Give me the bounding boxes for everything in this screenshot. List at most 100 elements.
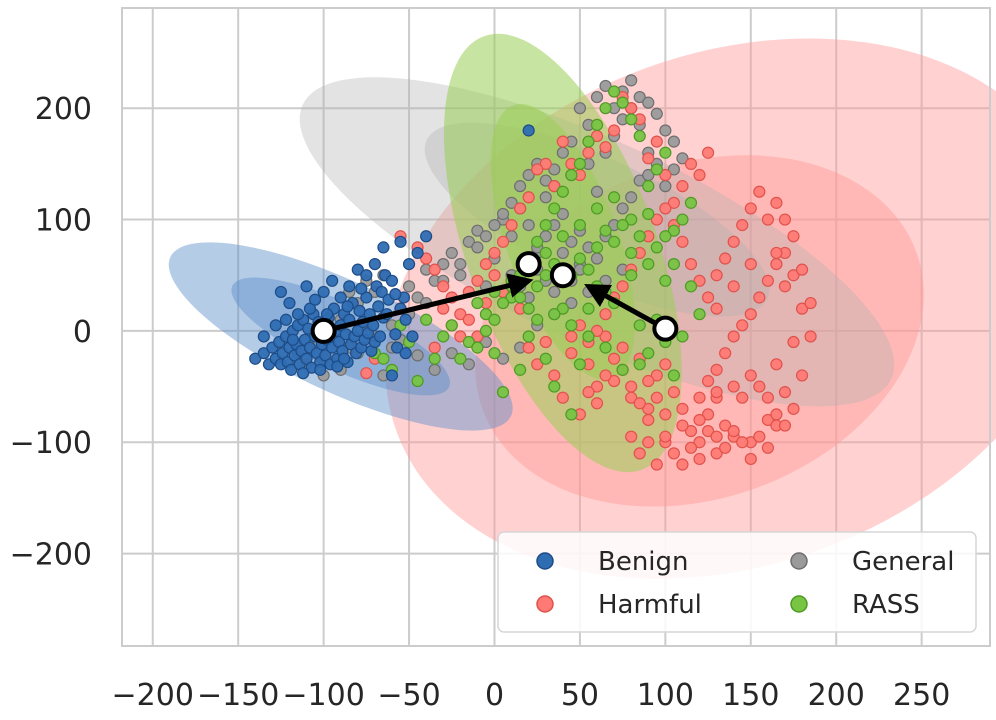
point-rass (539, 269, 552, 282)
point-rass (539, 246, 552, 260)
point-benign (360, 291, 373, 304)
x-tick-label: 50 (561, 678, 599, 713)
point-rass (556, 185, 569, 198)
point-harmful (778, 280, 792, 293)
point-harmful (479, 257, 493, 271)
point-harmful (360, 367, 373, 380)
point-harmful (710, 269, 723, 282)
point-rass (582, 330, 595, 343)
point-rass (650, 163, 663, 176)
point-benign (279, 313, 293, 326)
point-benign (341, 300, 354, 313)
point-benign (402, 257, 416, 271)
legend-label-harmful: Harmful (598, 590, 702, 620)
point-rass (642, 347, 655, 360)
point-benign (351, 263, 364, 276)
point-harmful (659, 202, 672, 215)
point-general (650, 107, 663, 120)
legend-label-benign: Benign (598, 547, 689, 577)
point-benign (291, 308, 305, 321)
x-axis-ticks: −200 −150 −100 −50 0 50 100 150 200 250 (112, 678, 951, 713)
point-harmful (744, 202, 757, 215)
x-tick-label: 250 (893, 678, 950, 713)
point-rass (667, 257, 680, 271)
point-benign (257, 330, 270, 343)
point-harmful (556, 391, 569, 404)
point-harmful (761, 413, 774, 427)
point-harmful (727, 380, 740, 393)
point-general (667, 163, 680, 176)
point-rass (573, 157, 587, 170)
point-harmful (616, 280, 629, 293)
point-harmful (548, 369, 561, 382)
point-rass (659, 230, 672, 243)
legend-label-rass: RASS (852, 590, 920, 620)
point-harmful (599, 141, 612, 154)
point-harmful (642, 374, 655, 388)
point-rass (599, 341, 612, 354)
point-benign (319, 349, 332, 362)
y-tick-label: −200 (10, 538, 92, 573)
point-harmful (454, 330, 467, 343)
point-harmful (522, 341, 535, 354)
point-rass (607, 235, 621, 248)
point-rass (573, 219, 587, 232)
point-harmful (753, 185, 766, 198)
y-axis-ticks: −200 −100 0 100 200 (10, 92, 92, 572)
point-harmful (701, 291, 715, 304)
point-benign (297, 367, 310, 380)
point-harmful (428, 341, 441, 354)
point-harmful (505, 219, 518, 232)
point-general (548, 163, 561, 176)
point-general (556, 246, 569, 260)
point-harmful (667, 447, 680, 460)
point-rass (616, 96, 629, 109)
point-rass (625, 269, 638, 282)
point-general (667, 135, 680, 148)
point-rass (616, 363, 629, 376)
point-rass (642, 207, 655, 221)
point-benign (317, 285, 330, 299)
point-harmful (650, 213, 663, 226)
point-harmful (437, 280, 450, 293)
point-harmful (462, 313, 475, 326)
legend-marker-rass (790, 595, 808, 613)
point-rass (633, 129, 646, 143)
point-harmful (590, 380, 604, 393)
point-benign (389, 328, 402, 341)
point-harmful (590, 324, 604, 337)
point-general (539, 174, 552, 187)
point-benign (300, 280, 313, 293)
point-benign (377, 241, 390, 254)
point-harmful (727, 330, 740, 343)
point-harmful (744, 308, 757, 321)
point-harmful (770, 408, 783, 421)
point-benign (420, 230, 433, 243)
point-rass (437, 330, 450, 343)
point-harmful (719, 441, 732, 454)
point-harmful (616, 341, 629, 354)
point-general (428, 363, 441, 376)
point-harmful (684, 257, 698, 271)
point-rass (496, 296, 510, 310)
point-harmful (736, 436, 749, 449)
point-harmful (607, 124, 621, 137)
point-harmful (719, 347, 732, 360)
point-harmful (428, 263, 441, 276)
legend-marker-harmful (536, 595, 554, 613)
point-harmful (744, 257, 757, 271)
point-harmful (795, 263, 809, 276)
point-general (437, 257, 450, 271)
point-benign (372, 300, 385, 313)
point-rass (514, 363, 527, 376)
point-harmful (761, 274, 774, 287)
x-tick-label: −100 (282, 678, 364, 713)
legend-box (497, 531, 977, 633)
point-rass (625, 246, 638, 260)
point-harmful (693, 452, 706, 466)
centroid-marker (652, 315, 679, 342)
point-benign (373, 330, 387, 343)
point-rass (548, 202, 561, 215)
point-harmful (642, 152, 655, 165)
point-rass (565, 168, 578, 182)
